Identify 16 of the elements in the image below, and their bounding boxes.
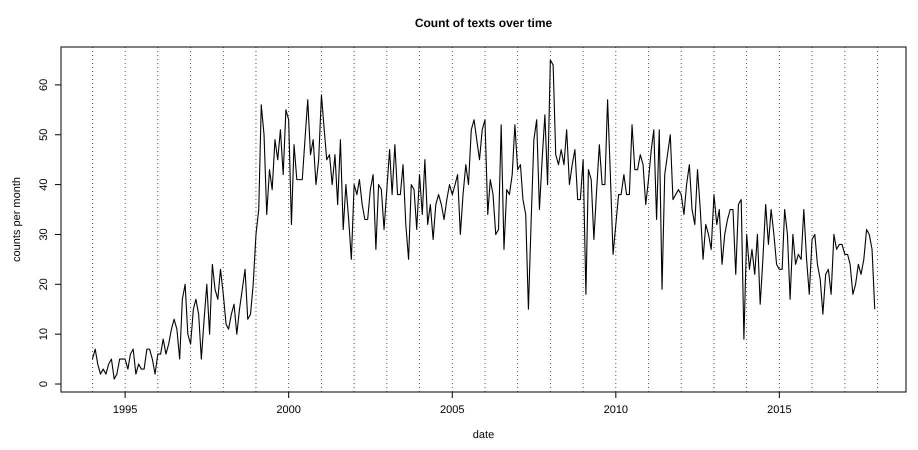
y-tick-label: 40 — [38, 178, 50, 191]
y-tick-label: 30 — [38, 228, 50, 241]
y-tick-label: 20 — [38, 278, 50, 290]
x-tick-label: 1995 — [112, 404, 138, 416]
y-tick-label: 50 — [38, 128, 50, 141]
x-tick-label: 2000 — [276, 404, 301, 416]
x-tick-label: 2010 — [604, 404, 628, 416]
y-axis-title: counts per month — [11, 177, 23, 262]
y-tick-label: 10 — [38, 328, 50, 340]
y-tick-label: 60 — [38, 78, 50, 92]
chart-title: Count of texts over time — [414, 16, 552, 30]
x-axis-title: date — [472, 429, 494, 441]
x-tick-label: 2015 — [767, 404, 792, 416]
x-tick-label: 2005 — [440, 404, 465, 416]
line-series — [92, 59, 876, 380]
y-tick-label: 0 — [38, 380, 50, 388]
